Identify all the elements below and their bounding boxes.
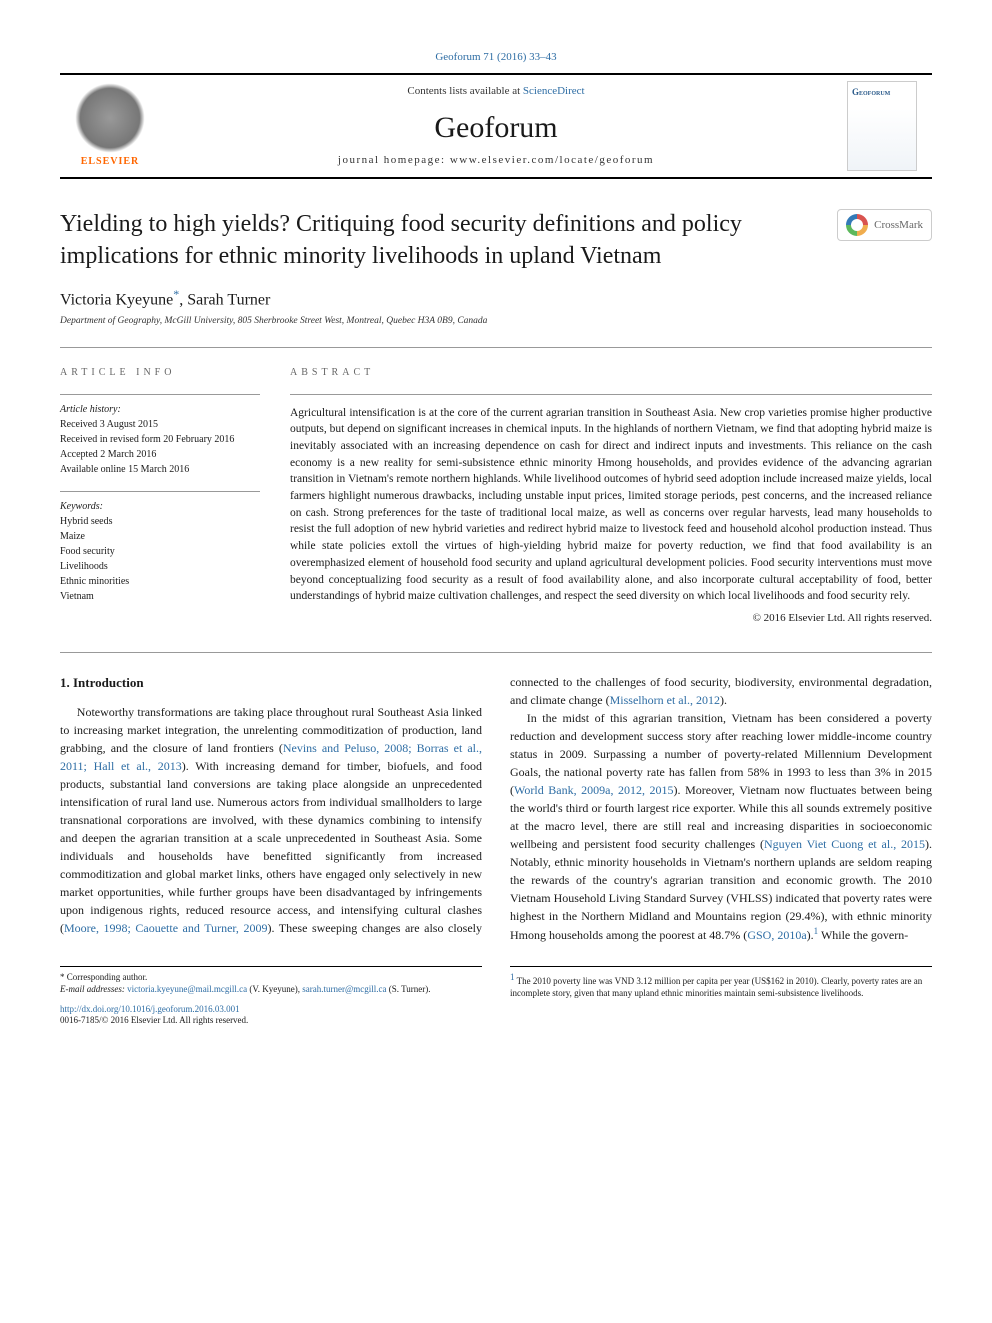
footnote-text: The 2010 poverty line was VND 3.12 milli…	[510, 976, 922, 998]
body-two-columns: 1. Introduction Noteworthy transformatio…	[60, 673, 932, 944]
publisher-name: ELSEVIER	[75, 155, 145, 169]
citation-link-inline[interactable]: Moore, 1998; Caouette and Turner, 2009	[64, 921, 267, 935]
abstract-column: abstract Agricultural intensification is…	[290, 366, 932, 626]
keyword-item: Maize	[60, 530, 260, 544]
keyword-item: Ethnic minorities	[60, 575, 260, 589]
author-2: , Sarah Turner	[179, 291, 270, 308]
journal-header: ELSEVIER Contents lists available at Sci…	[60, 73, 932, 179]
article-history: Article history: Received 3 August 2015 …	[60, 394, 260, 477]
doi-block: http://dx.doi.org/10.1016/j.geoforum.201…	[60, 1004, 482, 1027]
email-link[interactable]: victoria.kyeyune@mail.mcgill.ca	[127, 984, 247, 994]
body-text: While the govern-	[818, 928, 908, 942]
abstract-text: Agricultural intensification is at the c…	[290, 394, 932, 605]
history-heading: Article history:	[60, 404, 121, 415]
section-heading-1: 1. Introduction	[60, 673, 482, 693]
body-separator	[60, 652, 932, 653]
email-link[interactable]: sarah.turner@mcgill.ca	[302, 984, 386, 994]
history-accepted: Accepted 2 March 2016	[60, 448, 260, 462]
journal-name: Geoforum	[160, 107, 832, 149]
abstract-label: abstract	[290, 366, 932, 380]
journal-cover-title: Geoforum	[852, 86, 912, 99]
footnotes-row: * Corresponding author. E-mail addresses…	[60, 966, 932, 1027]
homepage-line: journal homepage: www.elsevier.com/locat…	[160, 153, 832, 168]
article-info-label: article info	[60, 366, 260, 380]
footnote-left: * Corresponding author. E-mail addresses…	[60, 966, 482, 1027]
journal-cover-block: Geoforum	[832, 81, 932, 171]
crossmark-badge[interactable]: CrossMark	[837, 209, 932, 241]
keyword-item: Hybrid seeds	[60, 515, 260, 529]
abstract-copyright: © 2016 Elsevier Ltd. All rights reserved…	[290, 611, 932, 626]
history-received: Received 3 August 2015	[60, 418, 260, 432]
body-text: ).	[720, 693, 727, 707]
article-title: Yielding to high yields? Critiquing food…	[60, 209, 825, 271]
body-text: ).	[807, 928, 814, 942]
authors-line: Victoria Kyeyune*, Sarah Turner	[60, 286, 932, 312]
keywords-heading: Keywords:	[60, 501, 103, 512]
citation-link-inline[interactable]: GSO, 2010a	[747, 928, 806, 942]
elsevier-tree-icon	[75, 83, 145, 153]
keywords-block: Keywords: Hybrid seeds Maize Food securi…	[60, 491, 260, 604]
email-who: (V. Kyeyune),	[247, 984, 302, 994]
body-text: ). With increasing demand for timber, bi…	[60, 759, 482, 935]
corresponding-author-note: * Corresponding author.	[60, 972, 482, 984]
homepage-label: journal homepage:	[338, 154, 450, 166]
citation-link-inline[interactable]: World Bank, 2009a, 2012, 2015	[514, 783, 674, 797]
sciencedirect-link[interactable]: ScienceDirect	[523, 85, 585, 97]
body-text: ). Notably, ethnic minority households i…	[510, 837, 932, 942]
contents-prefix: Contents lists available at	[407, 85, 522, 97]
publisher-logo-block: ELSEVIER	[60, 83, 160, 169]
citation-link-inline[interactable]: Nguyen Viet Cuong et al., 2015	[764, 837, 925, 851]
contents-line: Contents lists available at ScienceDirec…	[160, 84, 832, 99]
email-who: (S. Turner).	[387, 984, 431, 994]
keyword-item: Food security	[60, 545, 260, 559]
keyword-item: Vietnam	[60, 590, 260, 604]
footnote-right: 1 The 2010 poverty line was VND 3.12 mil…	[510, 966, 932, 1027]
history-revised: Received in revised form 20 February 201…	[60, 433, 260, 447]
crossmark-label: CrossMark	[874, 218, 923, 233]
email-line: E-mail addresses: victoria.kyeyune@mail.…	[60, 984, 482, 996]
crossmark-icon	[846, 214, 868, 236]
citation-link[interactable]: Geoforum 71 (2016) 33–43	[60, 50, 932, 65]
homepage-url[interactable]: www.elsevier.com/locate/geoforum	[450, 154, 654, 166]
history-online: Available online 15 March 2016	[60, 463, 260, 477]
article-info-column: article info Article history: Received 3…	[60, 366, 260, 626]
keyword-item: Livelihoods	[60, 560, 260, 574]
doi-link[interactable]: http://dx.doi.org/10.1016/j.geoforum.201…	[60, 1004, 482, 1016]
body-paragraph: In the midst of this agrarian transition…	[510, 709, 932, 944]
email-label: E-mail addresses:	[60, 984, 127, 994]
author-1: Victoria Kyeyune	[60, 291, 173, 308]
journal-cover-thumbnail: Geoforum	[847, 81, 917, 171]
affiliation: Department of Geography, McGill Universi…	[60, 315, 932, 328]
citation-link-inline[interactable]: Misselhorn et al., 2012	[610, 693, 720, 707]
issn-copyright: 0016-7185/© 2016 Elsevier Ltd. All right…	[60, 1015, 482, 1027]
